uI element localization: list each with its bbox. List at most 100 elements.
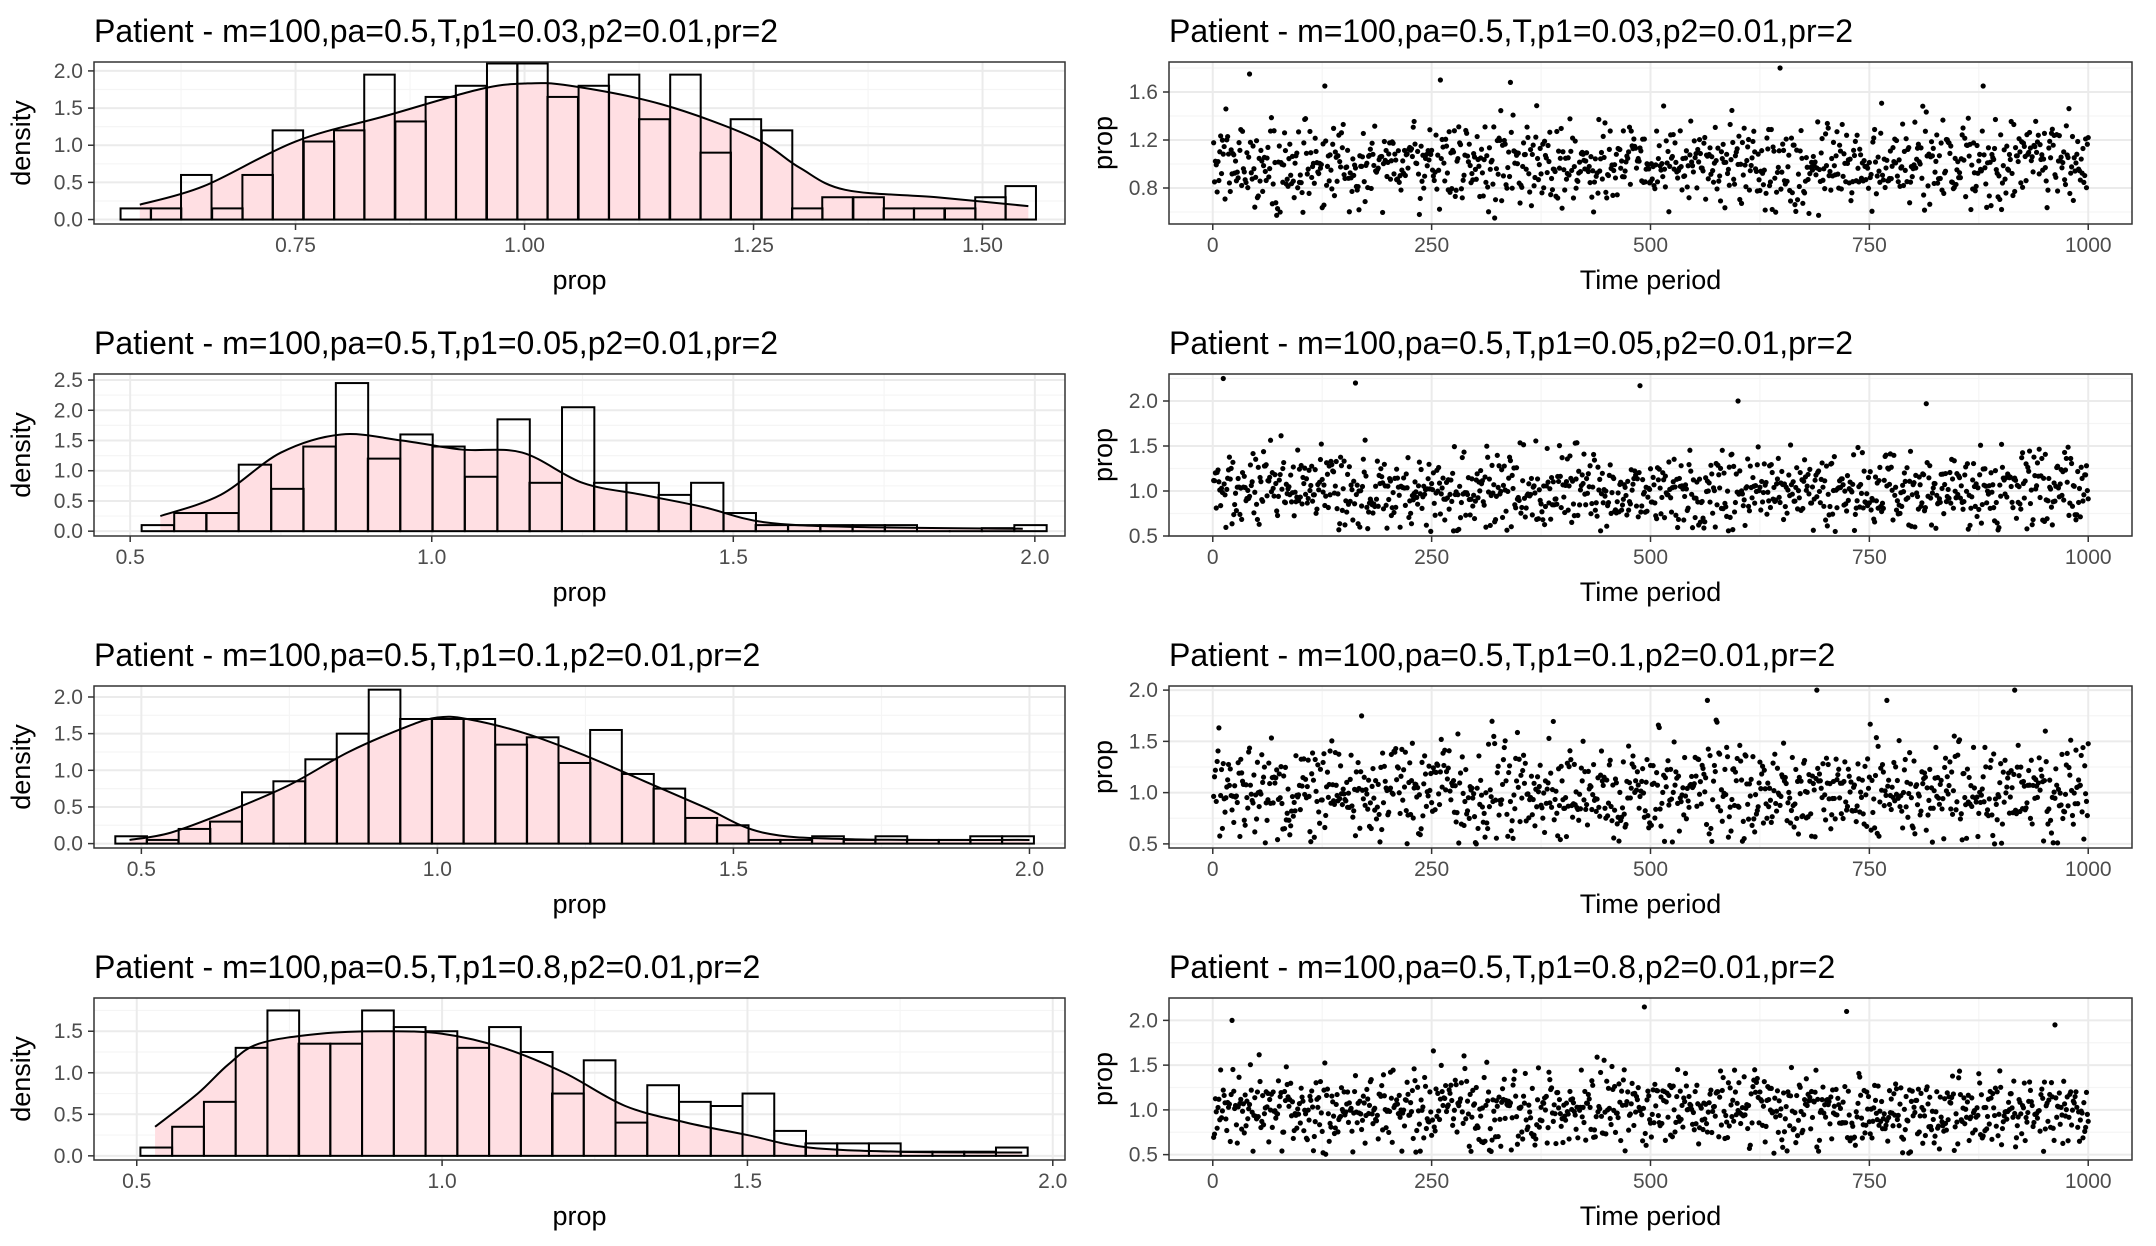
- scatter-point: [1474, 471, 1480, 477]
- scatter-point: [1265, 797, 1271, 803]
- scatter-point: [1288, 172, 1294, 178]
- scatter-point: [1903, 136, 1909, 142]
- scatter-point: [1864, 491, 1870, 497]
- scatter-point: [1505, 833, 1511, 839]
- scatter-point: [2058, 802, 2064, 808]
- scatter-point: [1682, 482, 1689, 488]
- scatter-point: [1547, 800, 1553, 806]
- scatter-point: [1755, 804, 1761, 810]
- scatter-point: [1719, 447, 1725, 453]
- scatter-point: [1548, 770, 1554, 776]
- scatter-point: [2002, 757, 2008, 763]
- scatter-point: [1330, 141, 1336, 147]
- y-axis-title: density: [6, 724, 36, 810]
- scatter-point: [1607, 757, 1613, 763]
- scatter-point: [1890, 517, 1896, 523]
- scatter-point: [1867, 469, 1873, 475]
- scatter-point: [1630, 481, 1636, 487]
- scatter-point: [1295, 447, 1301, 453]
- scatter-point: [1807, 1094, 1813, 1100]
- scatter-point: [2075, 1124, 2081, 1130]
- scatter-point: [1994, 817, 2000, 823]
- scatter-point: [1780, 740, 1787, 746]
- histogram-bar: [180, 173, 213, 221]
- y-tick-label: 1.5: [1129, 1054, 1158, 1077]
- scatter-point: [2027, 1087, 2034, 1094]
- scatter-point: [2026, 1079, 2033, 1085]
- scatter-point: [1840, 1099, 1846, 1105]
- scatter-point: [1354, 1120, 1360, 1126]
- scatter-point: [1344, 471, 1351, 477]
- scatter-point: [1750, 754, 1756, 760]
- scatter-point: [1429, 481, 1435, 487]
- scatter-point: [1829, 1136, 1835, 1142]
- scatter-point: [1487, 1126, 1493, 1132]
- scatter-point: [1384, 525, 1390, 531]
- scatter-point: [1730, 1097, 1736, 1103]
- scatter-point: [1342, 522, 1348, 528]
- scatter-point: [1702, 789, 1708, 795]
- scatter-point: [1258, 147, 1264, 154]
- scatter-point: [1406, 514, 1412, 521]
- scatter-point: [2071, 483, 2077, 489]
- scatter-point: [1829, 460, 1835, 466]
- scatter-point: [1609, 490, 1615, 496]
- scatter-point: [2039, 1086, 2045, 1092]
- scatter-point: [1453, 819, 1459, 825]
- scatter-point: [1558, 125, 1564, 132]
- scatter-point: [1281, 130, 1288, 136]
- scatter-point: [1297, 494, 1303, 500]
- scatter-point: [1740, 172, 1746, 178]
- scatter-point: [1876, 1122, 1882, 1128]
- scatter-point: [1478, 777, 1484, 783]
- scatter-point: [1375, 165, 1381, 171]
- scatter-point: [1417, 832, 1423, 838]
- scatter-point: [1348, 482, 1354, 488]
- scatter-point: [1673, 512, 1679, 518]
- scatter-point: [1818, 785, 1824, 791]
- scatter-point: [1573, 476, 1579, 482]
- scatter-point: [2057, 481, 2063, 487]
- scatter-point: [1247, 139, 1254, 145]
- scatter-point: [1306, 1117, 1312, 1123]
- scatter-point: [1844, 803, 1851, 810]
- scatter-point: [1457, 1096, 1464, 1102]
- scatter-point: [1328, 167, 1334, 173]
- scatter-point: [1337, 763, 1344, 769]
- scatter-point: [1678, 463, 1684, 469]
- scatter-point: [1404, 1079, 1410, 1085]
- scatter-point: [1606, 1105, 1612, 1111]
- scatter-point: [1304, 783, 1310, 790]
- scatter-point: [1767, 504, 1774, 511]
- scatter-point: [1440, 1102, 1446, 1109]
- scatter-point: [1393, 504, 1399, 510]
- scatter-point: [1226, 454, 1233, 460]
- scatter-point: [1725, 528, 1732, 534]
- scatter-point: [1368, 185, 1374, 192]
- scatter-point: [1364, 1086, 1370, 1093]
- scatter-point: [1656, 143, 1662, 149]
- scatter-point: [1728, 1102, 1734, 1108]
- scatter-point: [1859, 777, 1865, 783]
- scatter-point: [1374, 804, 1380, 810]
- scatter-point: [1256, 521, 1262, 527]
- scatter-point: [1331, 193, 1338, 199]
- scatter-point: [1563, 1100, 1570, 1106]
- scatter-point: [1633, 503, 1640, 509]
- scatter-point: [1845, 766, 1851, 772]
- scatter-point: [1275, 493, 1282, 499]
- scatter-point: [1893, 507, 1900, 513]
- scatter-point: [1426, 763, 1432, 769]
- scatter-point: [1762, 207, 1768, 213]
- scatter-point: [1586, 1096, 1592, 1102]
- scatter-point: [1876, 477, 1882, 484]
- scatter-point: [1788, 135, 1795, 141]
- scatter-point: [1948, 143, 1954, 149]
- scatter-point: [1308, 482, 1314, 489]
- scatter-point: [1498, 1143, 1504, 1149]
- scatter-point: [1668, 796, 1675, 802]
- scatter-point: [1591, 179, 1598, 185]
- scatter-point: [1254, 516, 1261, 523]
- scatter-point: [1622, 168, 1628, 174]
- scatter-point: [1498, 108, 1504, 114]
